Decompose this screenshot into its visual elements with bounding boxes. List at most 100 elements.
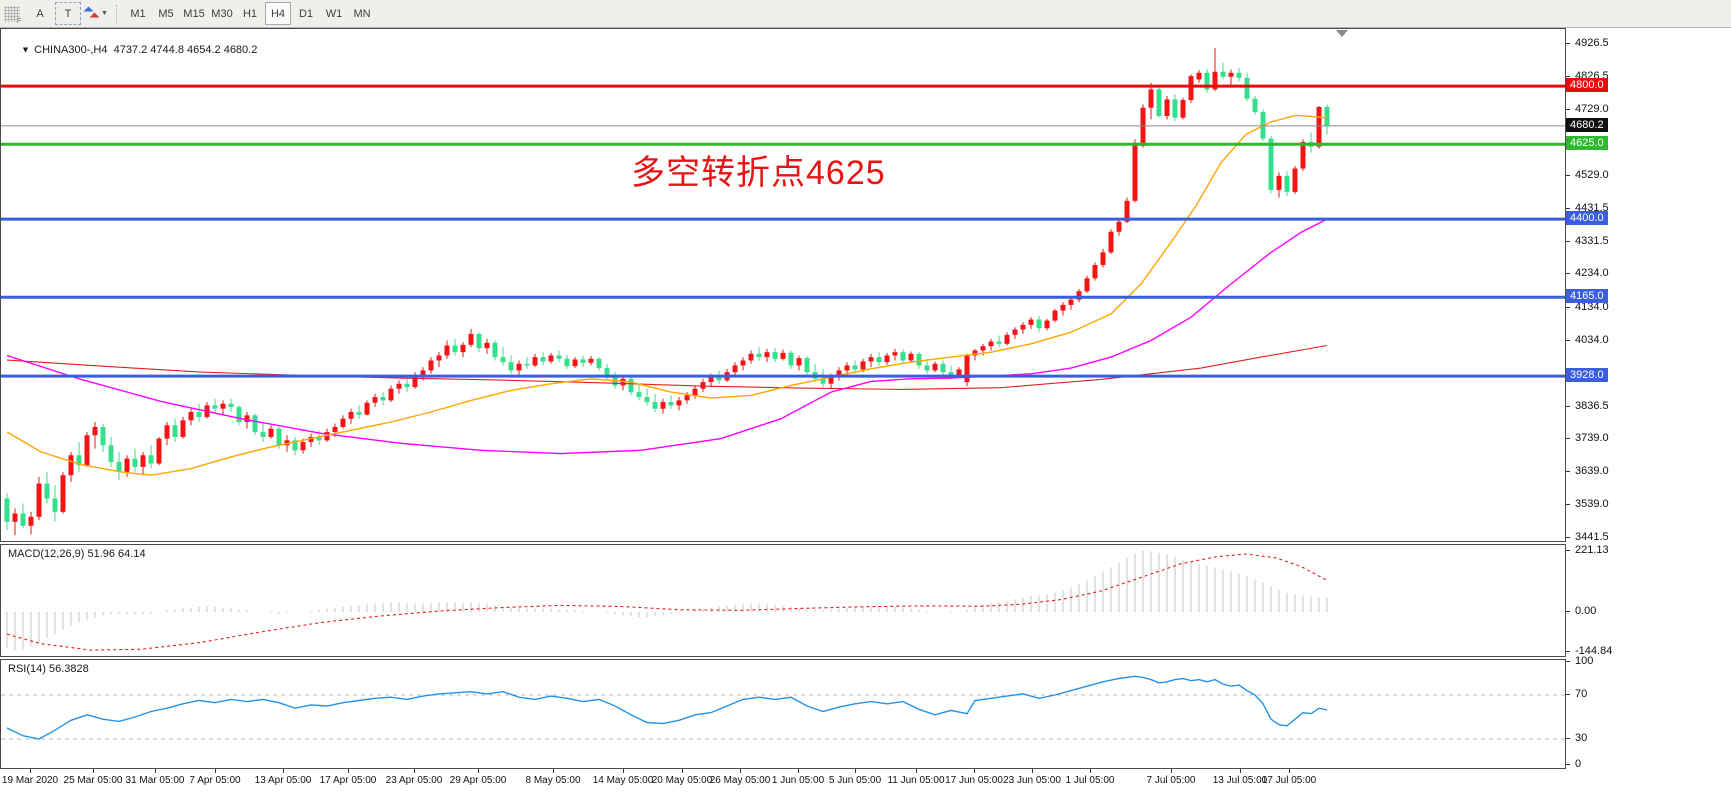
toolbar-separator <box>116 4 118 23</box>
price-tick-label: 3639.0 <box>1575 465 1609 477</box>
time-label: 31 Mar 05:00 <box>125 775 185 786</box>
time-tick-mark <box>623 769 624 773</box>
price-tick-label: 4926.5 <box>1575 37 1609 49</box>
time-label: 11 Jun 05:00 <box>887 775 945 786</box>
time-tick-mark <box>478 769 479 773</box>
timeframe-button-d1[interactable]: D1 <box>298 7 314 20</box>
price-tick-label: 3739.0 <box>1575 432 1609 444</box>
price-tick-dash <box>1566 340 1570 341</box>
macd-tick-label: -144.84 <box>1575 645 1613 657</box>
arrows-icon <box>83 6 100 22</box>
rsi-tick-label: 70 <box>1575 688 1588 700</box>
rsi-tick-label: 0 <box>1575 758 1582 770</box>
chart-annotation-text: 多空转折点4625 <box>631 154 886 192</box>
timeframe-button-h1[interactable]: H1 <box>242 7 258 20</box>
price-tick-dash <box>1566 537 1570 538</box>
time-tick-mark <box>974 769 975 773</box>
time-tick-mark <box>348 769 349 773</box>
time-tick-mark <box>1171 769 1172 773</box>
price-tick-label: 4134.0 <box>1575 301 1609 313</box>
price-tick-label: 4529.0 <box>1575 169 1609 181</box>
price-tick-dash <box>1566 471 1570 472</box>
time-label: 17 Jun 05:00 <box>945 775 1003 786</box>
macd-label: MACD(12,26,9) 51.96 64.14 <box>8 548 146 560</box>
chart-shift-marker-icon <box>1336 30 1348 37</box>
price-tick-dash <box>1566 175 1570 176</box>
price-tick-dash <box>1566 109 1570 110</box>
top-toolbar: F A T ▼ M1 M5 M15 M30 H1 H4 D1 W1 MN <box>0 0 1731 28</box>
price-badge: 4400.0 <box>1566 211 1608 225</box>
price-tick-label: 3539.0 <box>1575 498 1609 510</box>
time-label: 17 Apr 05:00 <box>319 775 377 786</box>
price-tick-dash <box>1566 43 1570 44</box>
time-tick-mark <box>30 769 31 773</box>
price-tick-label: 3441.5 <box>1575 531 1609 543</box>
label-tool-button[interactable]: T <box>55 2 81 25</box>
price-badge: 4625.0 <box>1566 136 1608 150</box>
candlestick-canvas[interactable] <box>1 29 1565 541</box>
price-tick-dash <box>1566 438 1570 439</box>
price-badge: 4800.0 <box>1566 78 1608 92</box>
chart-title-caret-icon[interactable]: ▼ <box>21 45 31 55</box>
text-tool-button[interactable]: A <box>36 7 44 20</box>
price-tick-dash <box>1566 406 1570 407</box>
time-label: 5 Jun 05:00 <box>828 775 882 786</box>
rsi-tick-dash <box>1566 738 1570 739</box>
price-badge: 4165.0 <box>1566 289 1608 303</box>
timeframe-button-m1[interactable]: M1 <box>130 7 146 20</box>
rsi-tick-dash <box>1566 661 1570 662</box>
timeframe-button-m30[interactable]: M30 <box>211 7 233 20</box>
timeframe-button-w1[interactable]: W1 <box>325 7 343 20</box>
time-tick-mark <box>1240 769 1241 773</box>
time-label: 14 May 05:00 <box>592 775 654 786</box>
time-tick-mark <box>414 769 415 773</box>
rsi-tick-dash <box>1566 764 1570 765</box>
rsi-pane[interactable]: RSI(14) 56.3828 <box>0 659 1566 769</box>
main-chart-pane[interactable]: ▼ CHINA300-,H4 4737.2 4744.8 4654.2 4680.… <box>0 28 1566 542</box>
time-label: 8 May 05:00 <box>525 775 581 786</box>
timeframe-button-m5[interactable]: M5 <box>158 7 174 20</box>
rsi-tick-label: 100 <box>1575 655 1594 667</box>
price-tick-label: 4729.0 <box>1575 103 1609 115</box>
macd-pane[interactable]: MACD(12,26,9) 51.96 64.14 <box>0 544 1566 657</box>
time-tick-mark <box>215 769 216 773</box>
price-tick-label: 4331.5 <box>1575 235 1609 247</box>
toolbar-dock-grip-icon[interactable]: F <box>4 5 21 25</box>
time-label: 20 May 05:00 <box>651 775 713 786</box>
time-label: 29 Apr 05:00 <box>449 775 507 786</box>
rsi-canvas[interactable] <box>1 660 1565 768</box>
time-label: 19 Mar 2020 <box>1 775 59 786</box>
rsi-label: RSI(14) 56.3828 <box>8 663 89 675</box>
macd-tick-dash <box>1566 611 1570 612</box>
time-tick-mark <box>283 769 284 773</box>
price-tick-label: 3836.5 <box>1575 400 1609 412</box>
price-axis[interactable]: 4926.5 4826.5 4729.0 4529.0 4431.5 4331.5 4234… <box>1566 28 1731 770</box>
time-tick-mark <box>93 769 94 773</box>
price-tick-dash <box>1566 307 1570 308</box>
time-label: 23 Apr 05:00 <box>385 775 443 786</box>
price-tick-label: 4234.0 <box>1575 267 1609 279</box>
time-tick-mark <box>740 769 741 773</box>
time-axis[interactable]: 19 Mar 2020 25 Mar 05:00 31 Mar 05:00 7 Apr… <box>0 769 1731 793</box>
time-label: 1 Jun 05:00 <box>771 775 825 786</box>
price-badge: 4680.2 <box>1566 118 1608 132</box>
time-tick-mark <box>553 769 554 773</box>
price-tick-dash <box>1566 504 1570 505</box>
price-tick-dash <box>1566 76 1570 77</box>
macd-canvas[interactable] <box>1 545 1565 656</box>
time-tick-mark <box>916 769 917 773</box>
timeframe-button-h4[interactable]: H4 <box>265 2 291 25</box>
time-label: 17 Jul 05:00 <box>1261 775 1317 786</box>
macd-tick-label: 0.00 <box>1575 605 1597 617</box>
arrows-tool-button[interactable]: ▼ <box>83 2 109 25</box>
timeframe-button-mn[interactable]: MN <box>353 7 371 20</box>
macd-tick-dash <box>1566 651 1570 652</box>
rsi-tick-label: 30 <box>1575 732 1588 744</box>
price-tick-label: 4034.0 <box>1575 334 1609 346</box>
time-label: 26 May 05:00 <box>709 775 771 786</box>
time-tick-mark <box>682 769 683 773</box>
timeframe-button-m15[interactable]: M15 <box>183 7 205 20</box>
price-badge: 3928.0 <box>1566 368 1608 382</box>
time-label: 7 Apr 05:00 <box>189 775 241 786</box>
time-label: 25 Mar 05:00 <box>63 775 123 786</box>
